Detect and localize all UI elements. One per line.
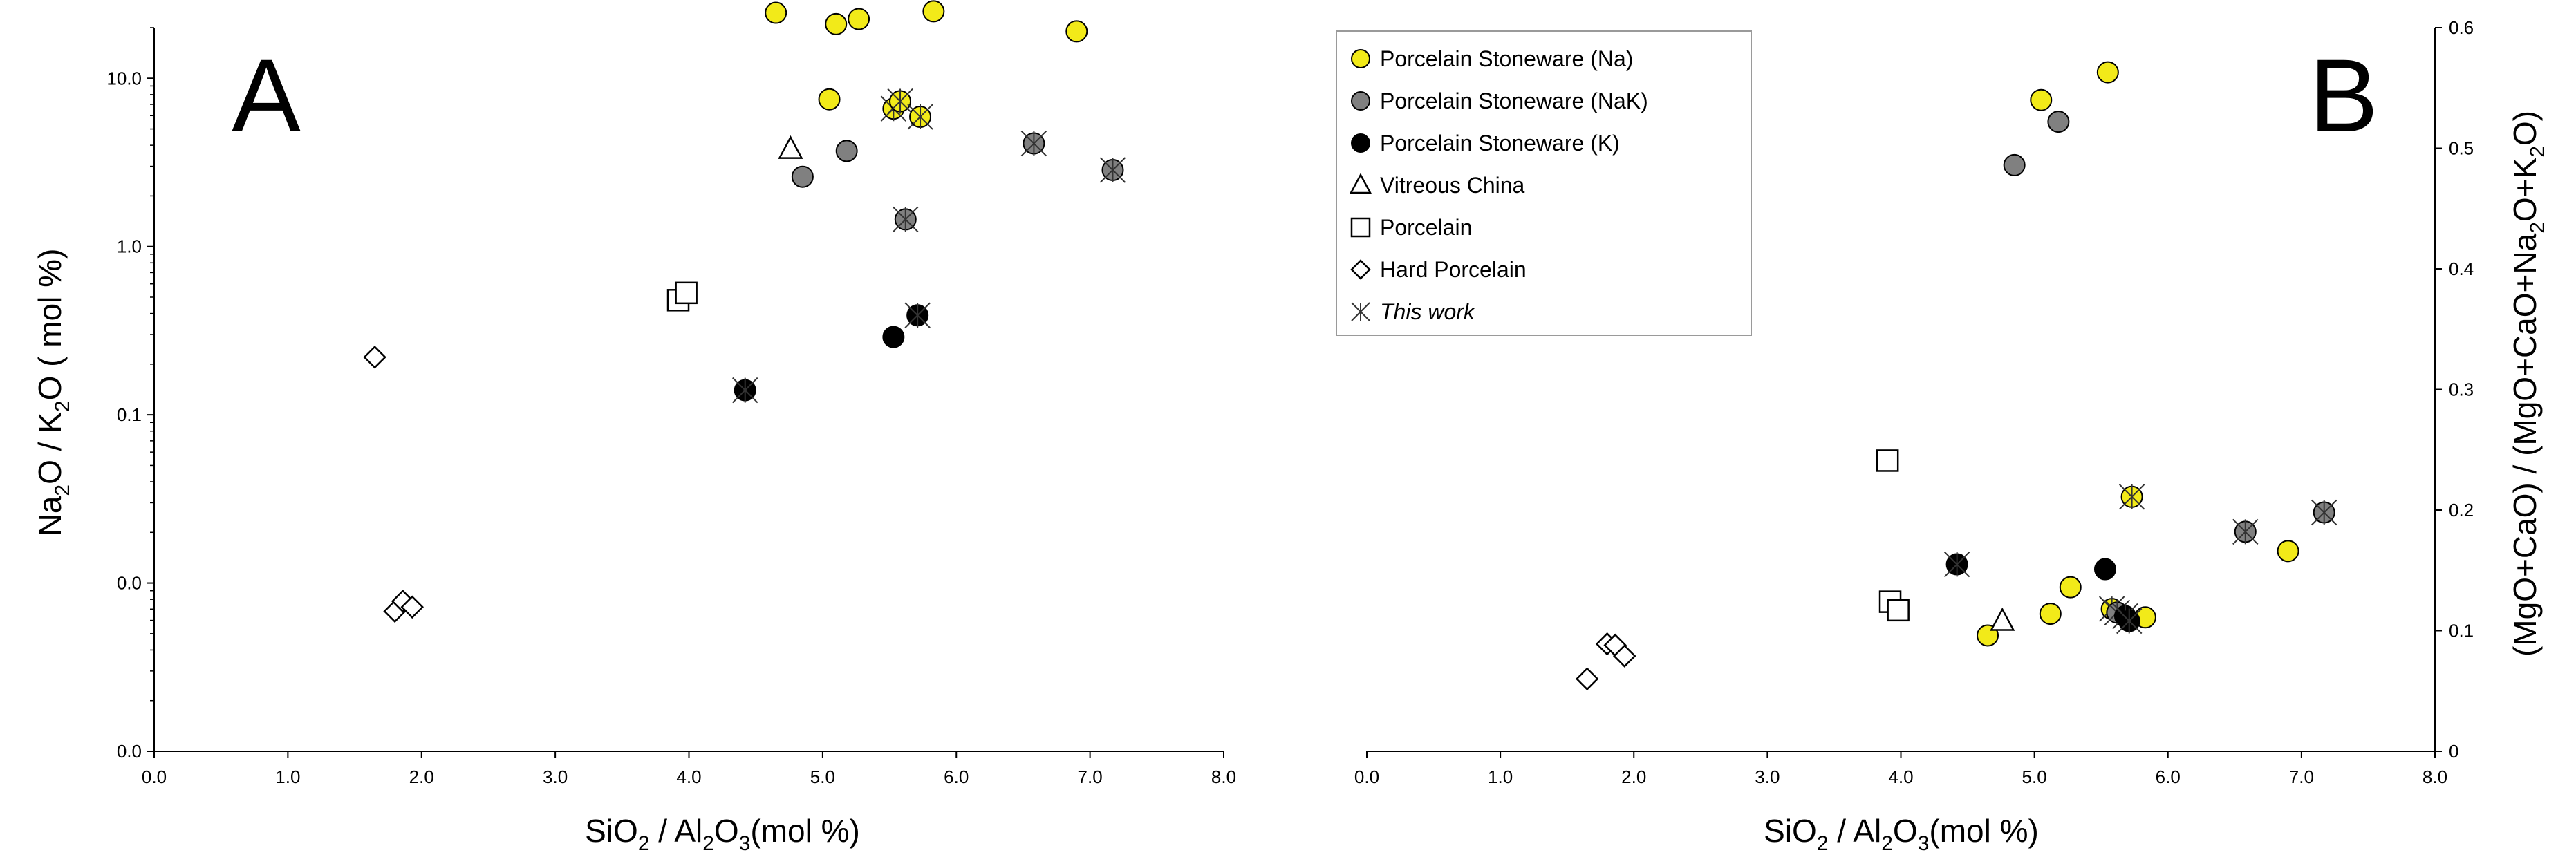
panel-a-x-tick-label: 4.0 [676, 766, 701, 787]
panel-b-legend-label: Hard Porcelain [1380, 257, 1527, 282]
panel-a-this-work-mark [732, 377, 758, 404]
panel-b-y-tick-label: 0.4 [2449, 258, 2474, 279]
panel-a-y-tick-label: 0.1 [117, 404, 142, 425]
panel-a-y-tick-label: 0.0 [117, 573, 142, 594]
panel-b: B SiO2 / Al2O3(mol %) (MgO+CaO) / (MgO+C… [1336, 17, 2549, 855]
panel-a-x-tick-label: 7.0 [1078, 766, 1103, 787]
panel-a-this-work-mark [1020, 130, 1047, 157]
panel-b-legend-label: Vitreous China [1380, 173, 1525, 198]
panel-a-point [825, 12, 848, 35]
panel-b-legend-label: Porcelain Stoneware (K) [1380, 131, 1620, 156]
panel-a-x-tick-label: 5.0 [810, 766, 835, 787]
panel-b-legend: Porcelain Stoneware (Na) Porcelain Stonew… [1336, 30, 1752, 336]
panel-b-this-work-mark [2116, 608, 2143, 634]
panel-b-y-axis-title: (MgO+CaO) / (MgO+CaO+Na2O+K2O) [2507, 111, 2549, 657]
panel-b-legend-label: Porcelain Stoneware (NaK) [1380, 88, 1648, 113]
panel-b-legend-label: Porcelain Stoneware (Na) [1380, 46, 1633, 71]
panel-a-y-tick-label: 1.0 [117, 236, 142, 257]
panel-b-legend-label: Porcelain [1380, 215, 1472, 240]
panel-b-x-tick-label: 2.0 [1621, 766, 1646, 787]
panel-a-x-tick-label: 2.0 [409, 766, 434, 787]
panel-b-point [2059, 576, 2082, 599]
panel-b-x-tick-label: 8.0 [2423, 766, 2447, 787]
panel-a-point [778, 135, 803, 159]
panel-a-this-work-mark [907, 104, 933, 130]
panel-b-point [2030, 88, 2053, 111]
panel-b-letter: B [2309, 37, 2378, 153]
panel-b-point [1990, 607, 2015, 631]
panel-b-point [2093, 558, 2116, 581]
panel-a-point [675, 281, 698, 305]
panel-b-point [2003, 153, 2026, 176]
panel-b-legend-marker [1350, 217, 1371, 238]
panel-b-x-tick-label: 7.0 [2289, 766, 2314, 787]
panel-b-y-tick-label: 0.6 [2449, 17, 2474, 38]
panel-b-x-axis-title: SiO2 / Al2O3(mol %) [1764, 813, 2039, 855]
panel-b-point [1876, 449, 1899, 472]
panel-b-legend-marker [1350, 259, 1371, 280]
panel-a-this-work-mark [1099, 157, 1126, 183]
panel-b-point [1575, 667, 1599, 691]
panel-b-point [2047, 111, 2070, 133]
panel-a-point [363, 346, 386, 369]
panel-b-this-work-mark [2232, 518, 2259, 545]
panel-b-point [2096, 61, 2119, 84]
panel-a-x-tick-label: 1.0 [275, 766, 300, 787]
panel-b-y-tick-label: 0.2 [2449, 500, 2474, 520]
panel-a-x-tick-label: 6.0 [944, 766, 969, 787]
panel-a-this-work-mark [887, 88, 913, 115]
panel-a-point [765, 1, 787, 24]
panel-b-legend-marker [1351, 49, 1370, 68]
panel-a-x-axis-title: SiO2 / Al2O3(mol %) [585, 813, 860, 855]
panel-a-this-work-mark [893, 206, 919, 233]
panel-b-y-tick-label: 0.1 [2449, 621, 2474, 641]
panel-b-x-tick-label: 3.0 [1755, 766, 1780, 787]
panel-a-point [922, 0, 945, 23]
panel-a-y-axis-title: Na2O / K2O ( mol %) [32, 249, 74, 537]
panel-b-legend-marker [1351, 302, 1370, 321]
panel-b-point [2039, 603, 2062, 625]
panel-b-legend-label: This work [1380, 299, 1476, 324]
panel-a-point [835, 140, 858, 162]
panel-b-point [1612, 644, 1636, 668]
panel-b-x-tick-label: 5.0 [2022, 766, 2047, 787]
panel-b-point [2277, 540, 2299, 563]
panel-a-point [791, 165, 814, 188]
panel-b-this-work-mark [2311, 499, 2337, 526]
panel-b-y-tick-label: 0 [2449, 741, 2458, 762]
panel-b-this-work-mark [2118, 484, 2145, 510]
panel-a-letter: A [232, 37, 301, 153]
panel-a-point [1065, 20, 1088, 43]
panel-a-y-tick-label: 0.0 [117, 741, 142, 762]
panel-b-x-tick-label: 6.0 [2156, 766, 2181, 787]
panel-a-x-tick-label: 0.0 [142, 766, 167, 787]
panel-b-x-tick-label: 4.0 [1888, 766, 1913, 787]
panel-a-x-tick-label: 8.0 [1211, 766, 1236, 787]
panel-a-this-work-mark [904, 302, 931, 328]
panel-a-point [848, 8, 870, 30]
panel-b-y-tick-label: 0.5 [2449, 138, 2474, 159]
panel-a-point [882, 326, 905, 348]
panel-b-x-tick-label: 1.0 [1488, 766, 1513, 787]
panel-b-this-work-mark [1943, 551, 1970, 578]
panel-b-legend-box [1336, 30, 1752, 336]
panel-a-y-tick-label: 10.0 [106, 68, 142, 88]
panel-b-legend-marker [1351, 133, 1370, 153]
panel-a-point [400, 595, 424, 619]
panel-b-legend-marker [1351, 91, 1370, 111]
panel-b-point [1887, 599, 1910, 622]
panel-a-point [818, 88, 841, 111]
panel-a-x-tick-label: 3.0 [543, 766, 568, 787]
panel-a: A SiO2 / Al2O3(mol %) Na2O / K2O ( mol %… [32, 0, 1236, 855]
panel-b-x-tick-label: 0.0 [1354, 766, 1379, 787]
panel-b-y-tick-label: 0.3 [2449, 379, 2474, 400]
panel-b-legend-marker [1349, 173, 1372, 194]
